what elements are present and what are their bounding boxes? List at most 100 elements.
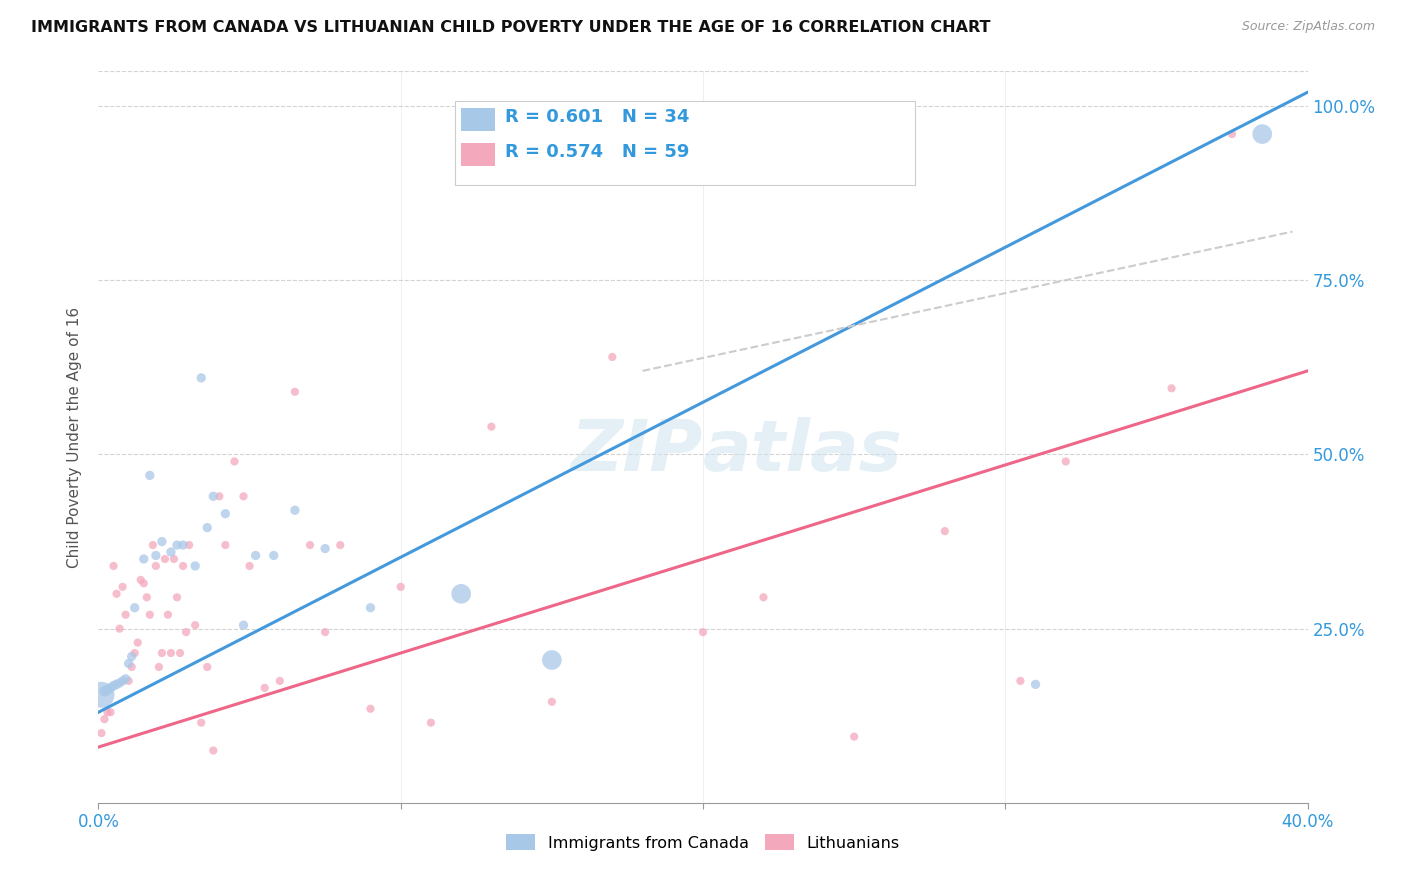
Point xyxy=(93,684,115,698)
Point xyxy=(166,591,188,605)
Point xyxy=(172,538,194,552)
Point xyxy=(111,673,134,688)
Point xyxy=(163,552,186,566)
Text: Source: ZipAtlas.com: Source: ZipAtlas.com xyxy=(1241,20,1375,33)
Point xyxy=(752,591,775,605)
Point xyxy=(202,743,225,757)
Point xyxy=(420,715,443,730)
Point xyxy=(481,419,503,434)
Point xyxy=(214,507,236,521)
Point xyxy=(224,454,246,468)
Point xyxy=(208,489,231,503)
Point xyxy=(96,682,118,697)
Point xyxy=(174,625,197,640)
Point xyxy=(93,712,115,726)
Point xyxy=(129,573,152,587)
Point xyxy=(103,679,125,693)
Point xyxy=(360,702,382,716)
Point xyxy=(263,549,285,563)
Point xyxy=(284,384,307,399)
Point xyxy=(142,538,165,552)
Point xyxy=(934,524,956,538)
Point xyxy=(202,489,225,503)
Point xyxy=(121,649,143,664)
Point xyxy=(190,715,212,730)
Point xyxy=(692,625,714,640)
Point xyxy=(1160,381,1182,395)
Point xyxy=(105,677,128,691)
FancyBboxPatch shape xyxy=(461,108,495,131)
Point xyxy=(100,705,122,719)
Point xyxy=(269,673,291,688)
Point xyxy=(166,538,188,552)
Point xyxy=(329,538,352,552)
Text: R = 0.574   N = 59: R = 0.574 N = 59 xyxy=(505,143,689,161)
Point xyxy=(195,660,218,674)
Point xyxy=(1220,127,1243,141)
Point xyxy=(232,618,254,632)
Point xyxy=(844,730,866,744)
Point xyxy=(127,635,149,649)
Point xyxy=(103,558,125,573)
Point xyxy=(90,688,112,702)
Point xyxy=(169,646,191,660)
Point xyxy=(314,625,336,640)
Point xyxy=(148,660,170,674)
Point xyxy=(118,673,141,688)
Point xyxy=(111,580,134,594)
Point xyxy=(540,653,562,667)
Point xyxy=(108,622,131,636)
Point xyxy=(121,660,143,674)
Point xyxy=(132,576,155,591)
Point xyxy=(314,541,336,556)
Point xyxy=(139,468,162,483)
Point xyxy=(124,646,146,660)
Point xyxy=(124,600,146,615)
Point xyxy=(172,558,194,573)
Point xyxy=(195,521,218,535)
Y-axis label: Child Poverty Under the Age of 16: Child Poverty Under the Age of 16 xyxy=(67,307,83,567)
Text: IMMIGRANTS FROM CANADA VS LITHUANIAN CHILD POVERTY UNDER THE AGE OF 16 CORRELATI: IMMIGRANTS FROM CANADA VS LITHUANIAN CHI… xyxy=(31,20,990,35)
Point xyxy=(156,607,179,622)
Legend: Immigrants from Canada, Lithuanians: Immigrants from Canada, Lithuanians xyxy=(501,828,905,857)
Point xyxy=(253,681,276,695)
Point xyxy=(179,538,201,552)
Point xyxy=(389,580,412,594)
Point xyxy=(118,657,141,671)
Point xyxy=(145,549,167,563)
Point xyxy=(299,538,322,552)
Point xyxy=(1054,454,1077,468)
Point xyxy=(232,489,254,503)
Point xyxy=(150,534,173,549)
Point xyxy=(190,371,212,385)
Point xyxy=(239,558,262,573)
Point xyxy=(153,552,176,566)
Point xyxy=(360,600,382,615)
Text: ZIP: ZIP xyxy=(571,417,703,486)
Point xyxy=(1010,673,1032,688)
Point xyxy=(245,549,267,563)
Point xyxy=(1251,127,1274,141)
FancyBboxPatch shape xyxy=(461,143,495,167)
Point xyxy=(214,538,236,552)
Point xyxy=(160,646,183,660)
Text: atlas: atlas xyxy=(703,417,903,486)
Point xyxy=(114,607,136,622)
Point xyxy=(132,552,155,566)
Point xyxy=(96,705,118,719)
Point xyxy=(105,587,128,601)
FancyBboxPatch shape xyxy=(456,101,915,185)
Point xyxy=(184,558,207,573)
Point xyxy=(540,695,562,709)
Point xyxy=(284,503,307,517)
Point xyxy=(139,607,162,622)
Point xyxy=(450,587,472,601)
Point xyxy=(150,646,173,660)
Point xyxy=(160,545,183,559)
Text: R = 0.601   N = 34: R = 0.601 N = 34 xyxy=(505,108,689,126)
Point xyxy=(100,681,122,695)
Point xyxy=(90,726,112,740)
Point xyxy=(184,618,207,632)
Point xyxy=(108,676,131,690)
Point xyxy=(114,672,136,686)
